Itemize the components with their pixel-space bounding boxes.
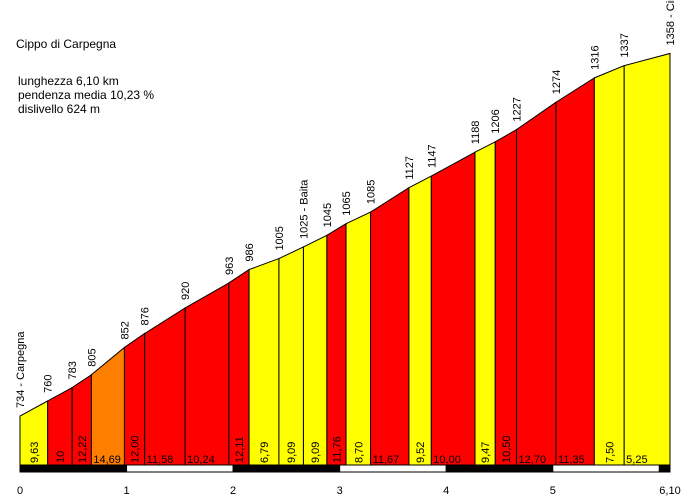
elevation-label: 734 - Carpegna — [15, 331, 27, 408]
km-bar-segment — [339, 464, 447, 473]
profile-segment — [430, 151, 476, 468]
profile-segment — [555, 76, 595, 468]
gradient-label: 10 — [55, 451, 67, 463]
profile-segment — [326, 222, 347, 468]
elevation-label: 760 — [43, 375, 55, 393]
elevation-label: 876 — [140, 307, 152, 325]
km-bar-segment — [19, 464, 128, 473]
gradient-label: 9,09 — [286, 442, 298, 463]
profile-segment — [278, 246, 304, 468]
km-bar-segment — [552, 464, 660, 473]
profile-segment — [516, 101, 557, 468]
x-tick-label: 5 — [550, 485, 556, 497]
gradient-label: 12,22 — [77, 435, 89, 463]
elevation-label: 1147 — [426, 144, 438, 168]
gradient-label: 12,11 — [234, 436, 246, 463]
elevation-label: 1274 — [551, 70, 563, 94]
gradient-label: 12,70 — [519, 454, 547, 466]
gradient-label: 6,79 — [259, 442, 271, 463]
elevation-label: 805 — [86, 348, 98, 366]
gradient-label: 9,52 — [415, 442, 427, 463]
gradient-label: 8,70 — [353, 442, 365, 463]
gradient-label: 11,35 — [558, 454, 585, 466]
gradient-label: 10,00 — [433, 454, 461, 466]
elevation-gain-stat: dislivello 624 m — [18, 102, 101, 116]
profile-segment — [494, 128, 518, 468]
length-stat: lunghezza 6,10 km — [18, 74, 119, 88]
profile-segment — [144, 307, 186, 468]
km-bar-segment — [445, 464, 554, 473]
profile-segment — [248, 257, 280, 468]
x-tick-label: 6,10 — [659, 485, 680, 497]
elevation-label: 986 — [244, 243, 256, 261]
elevation-label: 1337 — [619, 33, 631, 57]
profile-segment — [408, 175, 432, 468]
elevation-label: 1065 — [341, 191, 353, 215]
gradient-label: 10,24 — [187, 454, 215, 466]
elevation-label: 1316 — [589, 45, 601, 69]
gradient-label: 5,25 — [626, 454, 647, 466]
profile-segment — [623, 52, 671, 468]
profile-segment — [184, 282, 230, 468]
gradient-label: 12,00 — [130, 435, 142, 463]
elevation-label: 963 — [224, 257, 236, 275]
elevation-label: 1085 — [366, 180, 378, 204]
elevation-label: 783 — [67, 361, 79, 379]
profile-segment — [593, 64, 625, 468]
elevation-label: 1206 — [490, 109, 502, 133]
x-tick-label: 1 — [123, 485, 129, 497]
elevation-label: 1045 — [322, 203, 334, 227]
elevation-label: 1127 — [404, 156, 416, 180]
elevation-label: 852 — [119, 321, 131, 339]
x-tick-label: 3 — [337, 485, 343, 497]
elevation-label: 1188 — [470, 121, 482, 145]
elevation-label: 920 — [180, 282, 192, 300]
gradient-label: 11,67 — [373, 454, 400, 466]
elevation-label: 1005 — [274, 226, 286, 250]
km-bar-segment — [126, 464, 234, 473]
climb-title: Cippo di Carpegna — [16, 37, 117, 51]
x-tick-label: 0 — [17, 485, 23, 497]
profile-segment — [302, 234, 328, 468]
profile-segment — [474, 140, 496, 468]
gradient-label: 9,09 — [310, 442, 322, 463]
gradient-label: 9,63 — [29, 442, 41, 463]
profile-segment — [345, 211, 372, 468]
gradient-label: 11,76 — [331, 436, 343, 463]
profile-segment — [370, 186, 410, 468]
km-bar-segment — [232, 464, 341, 473]
avg-gradient-stat: pendenza media 10,23 % — [18, 88, 155, 102]
elevation-label: 1227 — [512, 97, 524, 121]
elevation-label: 1025 - Baita — [298, 179, 310, 239]
x-tick-label: 2 — [230, 485, 236, 497]
gradient-label: 7,50 — [604, 442, 616, 463]
gradient-label: 11,58 — [147, 454, 174, 466]
elevation-label: 1358 - Cima — [665, 0, 677, 45]
gradient-label: 9,47 — [480, 442, 492, 463]
gradient-label: 14,69 — [93, 454, 121, 466]
gradient-label: 10,50 — [501, 435, 513, 463]
x-tick-label: 4 — [443, 485, 449, 497]
km-bar-segment — [658, 464, 671, 473]
